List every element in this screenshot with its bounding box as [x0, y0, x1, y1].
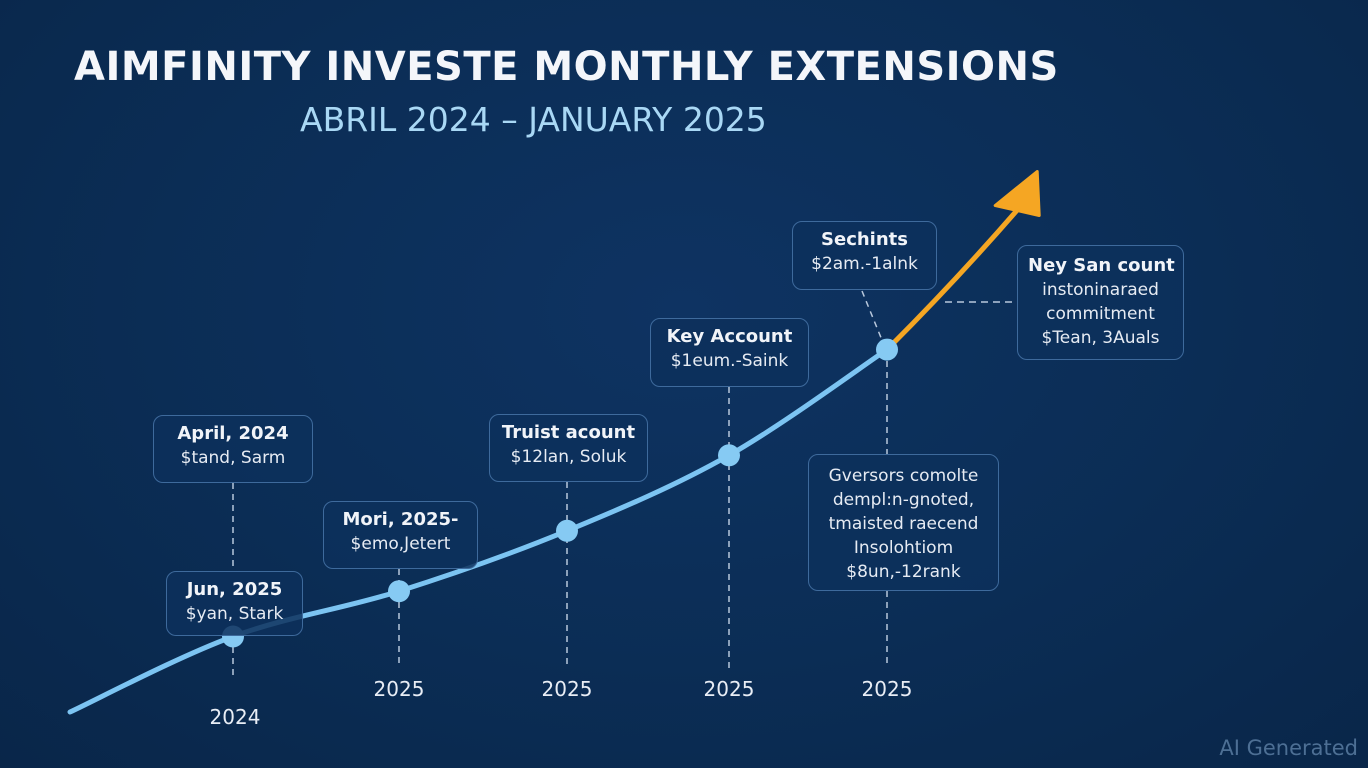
data-markers [222, 338, 898, 648]
data-point-marker [876, 338, 898, 361]
callout-value: $Tean, 3Auals [1041, 328, 1160, 348]
arrowhead-icon [993, 170, 1041, 217]
data-point-marker [718, 444, 740, 467]
callout-heading: Sechints [821, 229, 908, 250]
callout-line: commitment [1046, 304, 1155, 324]
data-point-marker [388, 580, 410, 603]
ai-generated-watermark: AI Generated [1219, 736, 1358, 760]
callout-key-account: Key Account $1eum.-Saink [650, 318, 809, 387]
callout-heading: Jun, 2025 [186, 579, 283, 600]
callout-april-2024: April, 2024 $tand, Sarm [153, 415, 313, 483]
x-tick-label: 2025 [703, 677, 755, 701]
series-line-projection [884, 203, 1024, 353]
chart-title: AIMFINITY INVESTE MONTHLY EXTENSIONS [74, 44, 1059, 90]
callout-heading: Truist acount [501, 422, 636, 443]
callout-line: Gversors comolte [828, 466, 979, 486]
callout-heading: Mori, 2025- [342, 509, 459, 530]
series-line-growth [67, 347, 890, 715]
connector-lines [232, 290, 1017, 680]
callout-trust-account: Truist acount $12lan, Soluk [489, 414, 648, 482]
callout-ney-san-count: Ney San count instoninaraed commitment $… [1017, 245, 1184, 360]
callout-value: $1eum.-Saink [670, 351, 789, 371]
callout-eversors: Gversors comolte dempl:n-gnoted, tmaiste… [808, 454, 999, 591]
series-lines [67, 170, 1041, 715]
callout-value: $yan, Stark [185, 604, 284, 624]
callout-value: $8un,-12rank [846, 562, 961, 582]
callout-line: dempl:n-gnoted, [832, 490, 975, 510]
chart-subtitle: ABRIL 2024 – JANUARY 2025 [300, 100, 767, 139]
callout-value: $12lan, Soluk [510, 447, 627, 467]
callout-line: Insolohtiom [853, 538, 954, 558]
x-tick-label: 2024 [209, 705, 261, 729]
callout-value: $2am.-1alnk [811, 254, 918, 274]
callout-heading: Key Account [666, 326, 793, 347]
connector-dashed-line [861, 290, 885, 346]
x-tick-label: 2025 [861, 677, 913, 701]
callout-mori-2025: Mori, 2025- $emo,Jetert [323, 501, 478, 569]
callout-jun-2025: Jun, 2025 $yan, Stark [166, 571, 303, 636]
x-tick-label: 2025 [541, 677, 593, 701]
x-tick-label: 2025 [373, 677, 425, 701]
callout-value: $tand, Sarm [180, 448, 286, 468]
callout-heading: Ney San count [1028, 255, 1175, 276]
callout-line: instoninaraed [1042, 280, 1159, 300]
callout-heading: April, 2024 [177, 423, 289, 444]
callout-sechints: Sechints $2am.-1alnk [792, 221, 937, 290]
data-point-marker [556, 519, 578, 542]
callout-line: tmaisted raecend [828, 514, 979, 534]
callout-value: $emo,Jetert [350, 534, 451, 554]
